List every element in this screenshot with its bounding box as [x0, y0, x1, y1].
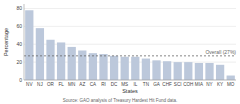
bar	[46, 40, 54, 80]
bar	[25, 10, 33, 80]
reference-label: Overall (27%)	[205, 49, 236, 55]
chart-svg: 0 20 40 60 80 Overall (27%) NV NJ ORFL MN AZ CA RI DC…	[0, 0, 240, 104]
bar	[152, 60, 160, 80]
x-tick-label: CA	[90, 82, 97, 87]
bar	[184, 62, 192, 80]
x-tick-label: OR	[47, 82, 55, 87]
x-tick-label: MS	[121, 82, 128, 87]
x-axis-line	[24, 80, 236, 81]
bars	[25, 10, 235, 80]
bar	[99, 54, 107, 80]
x-tick-label: GA	[153, 82, 161, 87]
bar	[195, 63, 203, 80]
grid-line	[24, 44, 236, 45]
x-tick-label: MIA	[195, 82, 204, 87]
chart-container: 0 20 40 60 80 Overall (27%) NV NJ ORFL MN AZ CA RI DC…	[0, 0, 240, 104]
y-tick-label: 0	[19, 77, 22, 83]
x-tick-label: TN	[143, 82, 149, 87]
grid-line	[24, 80, 236, 81]
x-tick-label: NJ	[37, 82, 43, 87]
y-tick-label: 40	[16, 41, 22, 47]
y-tick-label: 20	[16, 59, 22, 65]
bar	[36, 28, 44, 80]
source-note: Source: GAO analysis of Treasury Hardest…	[63, 98, 178, 103]
x-tick-label: MO	[227, 82, 235, 87]
bar	[110, 56, 118, 80]
y-tick-label: 80	[16, 5, 22, 11]
bar	[142, 59, 150, 80]
reference-line	[24, 55, 236, 56]
grid-line	[24, 62, 236, 63]
bar	[121, 57, 129, 80]
x-tick-label: DC	[111, 82, 118, 87]
x-axis-label: States	[122, 88, 138, 94]
grid	[24, 8, 236, 80]
x-tick-label: KY	[217, 82, 223, 87]
grid-line	[24, 26, 236, 27]
grid-line	[24, 8, 236, 9]
bar	[89, 53, 97, 80]
bar	[174, 62, 182, 80]
bar	[216, 65, 224, 80]
x-tick-label: RI	[101, 82, 106, 87]
y-axis-line	[24, 4, 25, 80]
bar	[131, 57, 139, 80]
bar	[163, 61, 171, 80]
x-tick-label: MN	[68, 82, 75, 87]
x-tick-label: FL	[58, 82, 64, 87]
bar	[227, 76, 235, 80]
x-tick-label: AZ	[79, 82, 85, 87]
x-tick-label: IL	[133, 82, 137, 87]
bar	[57, 42, 65, 80]
x-tick-label: CHF	[162, 82, 172, 87]
bar	[78, 50, 86, 80]
reference-lines	[24, 55, 236, 56]
bar	[205, 63, 213, 80]
bar	[68, 47, 76, 80]
x-tick-label: NV	[26, 82, 33, 87]
x-tick-label: NY	[206, 82, 212, 87]
x-tick-label: SCI	[174, 82, 182, 87]
y-axis-label: Percentage	[3, 28, 9, 56]
y-tick-label: 60	[16, 23, 22, 29]
x-tick-label: COH	[183, 82, 193, 87]
